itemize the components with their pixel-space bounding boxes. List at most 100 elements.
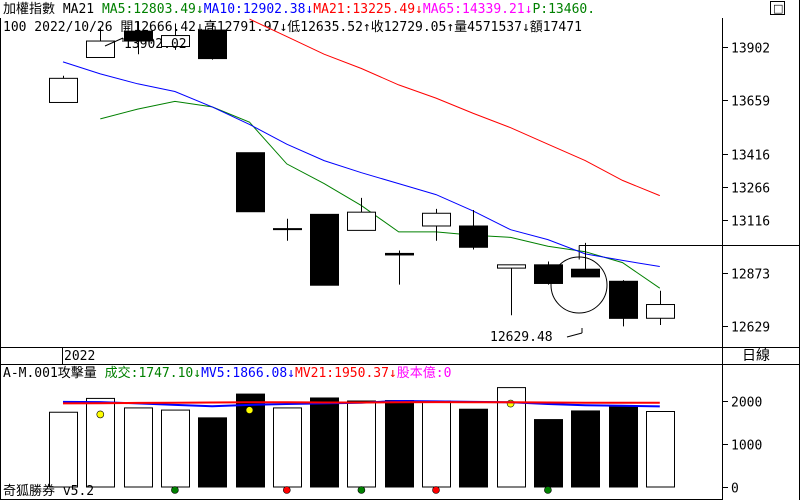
volume-header-seg-4: 股本億:0 (397, 365, 452, 381)
candle-body-up (273, 228, 302, 231)
price-tick-label: 13902 (731, 42, 770, 57)
price-tick-label: 12629 (731, 321, 770, 336)
candle (459, 209, 488, 250)
ma-line-ma10 (62, 61, 660, 267)
candle (198, 23, 227, 60)
signal-dot-red (282, 486, 291, 494)
candle-body-down (571, 268, 600, 278)
candle (534, 261, 563, 285)
reference-line (578, 245, 799, 260)
high-annotation: 13902.02 (104, 37, 187, 52)
ma-header-seg-0: 加權指數 MA21 (3, 2, 102, 17)
ma-header-line: 加權指數 MA21 MA5:12803.49↓MA10:12902.38↓MA2… (3, 2, 595, 17)
volume-header-seg-1: 成交:1747.10↓ (105, 365, 201, 381)
volume-y-axis: 2000 1000 0 (722, 396, 762, 497)
candle-body-up (49, 77, 78, 103)
footer-label: 奇狐勝券 v5.2 (3, 483, 94, 499)
ma-header-seg-3: MA21:13225.49↓ (313, 2, 423, 17)
price-y-axis: 13902 13659 13416 13266 13116 12873 12629 (722, 42, 770, 336)
candle-body-down (459, 225, 488, 248)
ma-header-seg-4: MA65:14339.21↓ (423, 2, 533, 17)
moving-average-lines (62, 18, 661, 289)
signal-dot-red (432, 486, 440, 494)
highlight-circle (550, 256, 608, 314)
ma-header-seg-1: MA5:12803.49↓ (102, 2, 204, 17)
candle-body-up (497, 264, 526, 269)
ma-line-ma5 (100, 100, 661, 289)
volume-header-seg-2: MV5:1866.08↓ (201, 366, 295, 381)
candle (422, 208, 451, 241)
volume-bar-down (385, 400, 414, 488)
low-price-label: 12629.48 (490, 330, 553, 345)
ma-line-ma21 (249, 18, 660, 197)
signal-dot-green (544, 486, 552, 494)
candle (497, 264, 526, 316)
period-label[interactable]: 日線 (742, 348, 770, 364)
price-tick-label: 13266 (731, 182, 770, 197)
volume-tick-label: 1000 (731, 439, 762, 454)
volume-tick-label: 0 (731, 482, 739, 497)
candle-body-down (385, 252, 414, 256)
candle (609, 280, 638, 327)
price-tick-label: 13116 (731, 215, 770, 230)
volume-bar-up (347, 400, 376, 488)
candle (124, 21, 153, 55)
volume-bar-up (646, 411, 675, 488)
candlesticks (49, 21, 675, 327)
volume-line-mv21 (62, 401, 660, 405)
volume-header-seg-0: A-M.001攻擊量 (3, 365, 105, 381)
volume-tick-label: 2000 (731, 396, 762, 411)
volume-bar-down (609, 406, 638, 488)
candle-body-down (609, 280, 638, 319)
candle-body-down (124, 30, 153, 42)
candle (646, 290, 675, 326)
volume-bar-up (161, 409, 190, 488)
signal-dot-yellow (245, 406, 254, 414)
candle (49, 75, 78, 103)
volume-bar-down (534, 419, 563, 488)
volume-bar-up (273, 407, 302, 488)
signal-dot-green (357, 486, 366, 494)
low-annotation: 12629.48 (490, 328, 583, 345)
price-tick-label: 13416 (731, 149, 770, 164)
price-tick-label: 13659 (731, 95, 770, 110)
volume-bar-down (571, 410, 600, 488)
signal-dot-yellow (96, 410, 105, 419)
candle-body-up (422, 212, 451, 227)
volume-bar-down (310, 397, 339, 488)
volume-header-seg-3: MV21:1950.37↓ (295, 366, 397, 381)
volume-bar-down (459, 408, 488, 488)
candle (273, 218, 302, 241)
candle-body-down (310, 213, 339, 286)
window-button-icon: □ (773, 2, 783, 15)
candle (310, 213, 339, 286)
candle (347, 197, 376, 231)
candle-body-up (347, 211, 376, 231)
candle-body-up (161, 35, 190, 48)
volume-average-lines (62, 399, 660, 408)
signal-dot-green (171, 486, 179, 494)
volume-bar-up (422, 400, 451, 488)
volume-bar-up (49, 411, 78, 488)
volume-bars (49, 387, 675, 488)
candle (236, 152, 265, 213)
candle-body-down (198, 29, 227, 60)
ma-header-seg-5: P:13460. (532, 2, 595, 17)
window-button[interactable] (770, 1, 785, 15)
price-tick-label: 12873 (731, 268, 770, 283)
candle-body-down (534, 264, 563, 284)
signal-dot-yellow (506, 399, 515, 408)
candle (161, 23, 190, 50)
volume-bar-up (124, 407, 153, 488)
candle (385, 250, 414, 285)
candle-body-up (646, 304, 675, 319)
quote-header-line: 100 2022/10/26 開12666.42↓高12791.97↓低1263… (3, 19, 582, 35)
volume-bar-down (198, 417, 227, 488)
candle (571, 242, 600, 278)
ma-header-seg-2: MA10:12902.38↓ (204, 2, 314, 17)
candle-body-down (236, 152, 265, 213)
high-price-label: 13902.02 (124, 37, 187, 52)
volume-header-line: A-M.001攻擊量 成交:1747.10↓MV5:1866.08↓MV21:1… (3, 365, 451, 381)
